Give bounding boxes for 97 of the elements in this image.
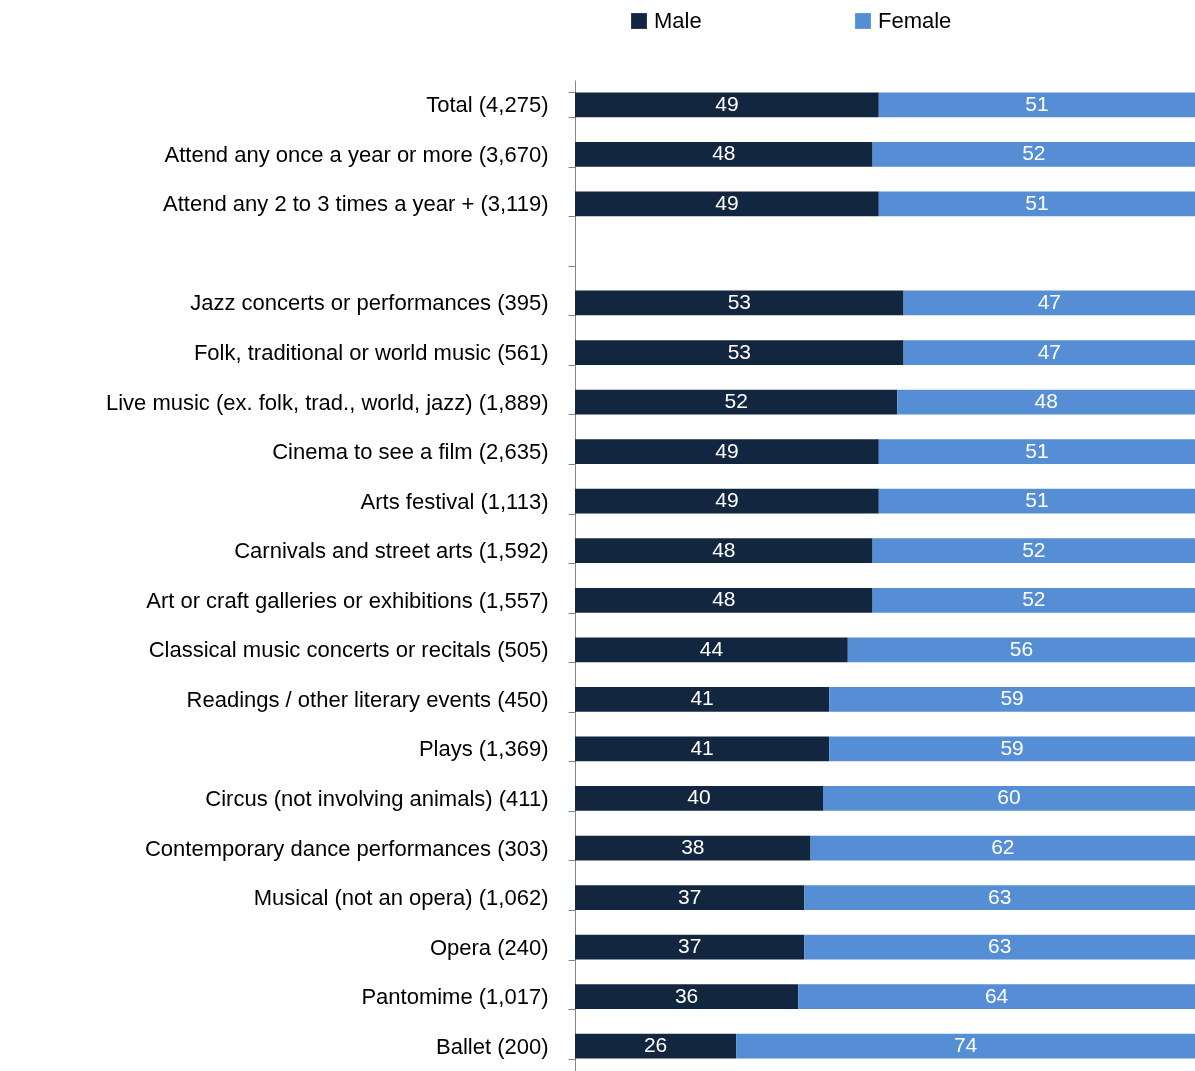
data-label: 63 [988,934,1012,958]
data-label: 37 [678,934,702,958]
data-label: 38 [681,835,705,859]
bar [575,340,904,365]
bar [575,439,879,465]
bar [575,1033,737,1059]
bar [575,191,879,217]
bar [810,835,1195,861]
bar [575,686,830,712]
y-tick-label: Readings / other literary events (450) [186,686,549,712]
data-label: 51 [1025,190,1049,214]
bar [736,1033,1195,1059]
legend-label: Male [654,8,702,33]
data-label: 51 [1025,91,1049,115]
data-label: 53 [727,289,751,313]
data-label: 41 [690,735,714,759]
bar [575,984,799,1010]
legend-label: Female [878,8,952,33]
data-label: 48 [1034,389,1058,413]
data-label: 52 [1022,141,1046,165]
data-label: 36 [674,983,699,1007]
data-label: 49 [715,190,739,214]
data-label: 41 [690,686,714,710]
data-label: 49 [715,488,739,512]
bar [847,637,1195,663]
bar [897,389,1195,415]
bar [575,835,811,861]
y-tick-label: Arts festival (1,113) [360,488,549,514]
bar [575,786,823,811]
bar [903,290,1195,316]
y-tick-label: Plays (1,369) [418,736,549,762]
y-tick-label: Ballet (200) [435,1033,549,1059]
data-label: 51 [1025,488,1049,512]
bar [829,736,1195,762]
y-tick-label: Opera (240) [429,934,549,960]
y-tick-label: Attend any 2 to 3 times a year + (3,119) [163,191,549,217]
y-tick-label: Total (4,275) [426,92,549,118]
data-label: 60 [997,785,1021,809]
bar [575,736,830,762]
bar [575,934,805,960]
data-label: 51 [1025,438,1049,462]
bar [903,340,1195,365]
y-tick-label: Carnivals and street arts (1,592) [234,538,549,564]
bar [823,786,1195,811]
data-label: 62 [991,835,1015,859]
data-label: 56 [1009,636,1034,660]
data-label: 63 [988,884,1012,908]
data-label: 53 [727,339,751,363]
data-label: 59 [1000,686,1024,710]
bar [872,587,1195,613]
data-label: 49 [715,438,739,462]
data-label: 37 [678,884,702,908]
y-tick-label: Contemporary dance performances (303) [144,835,549,861]
data-label: 40 [687,785,711,809]
data-label: 48 [712,587,736,611]
data-label: 26 [643,1033,668,1057]
data-label: 52 [1022,587,1046,611]
bar [878,439,1195,465]
y-tick-label: Musical (not an opera) (1,062) [253,885,549,911]
y-tick-label: Attend any once a year or more (3,670) [164,141,549,167]
y-tick-label: Live music (ex. folk, trad., world, jazz) (1,889) [105,389,549,415]
bar [575,290,904,316]
bar [878,92,1195,118]
y-tick-label: Classical music concerts or recitals (505) [148,637,549,663]
data-label: 49 [715,91,739,115]
bar [878,191,1195,217]
bar [872,141,1195,167]
bar [575,141,873,167]
data-label: 48 [712,537,736,561]
data-label: 74 [953,1033,978,1057]
bar [872,538,1195,564]
bar [804,934,1195,960]
bar [804,885,1195,910]
y-tick-label: Cinema to see a film (2,635) [272,439,549,465]
bar [575,637,848,663]
bar [878,488,1195,514]
data-label: 52 [724,389,748,413]
bar [575,538,873,564]
data-label: 48 [712,141,736,165]
y-tick-label: Pantomime (1,017) [361,984,549,1010]
y-tick-label: Jazz concerts or performances (395) [190,290,549,316]
data-label: 52 [1022,537,1046,561]
data-label: 59 [1000,735,1024,759]
bar [575,389,898,415]
y-tick-label: Folk, traditional or world music (561) [193,340,549,366]
bar [798,984,1195,1010]
bar [575,488,879,514]
data-label: 47 [1037,339,1061,363]
bar [829,686,1195,712]
data-label: 47 [1037,289,1061,313]
bar [575,587,873,613]
y-tick-label: Art or craft galleries or exhibitions (1,557) [146,587,549,613]
data-label: 64 [984,983,1009,1007]
y-tick-label: Circus (not involving animals) (411) [205,785,549,811]
bar [575,885,805,910]
data-label: 44 [699,636,724,660]
bar [575,92,879,118]
